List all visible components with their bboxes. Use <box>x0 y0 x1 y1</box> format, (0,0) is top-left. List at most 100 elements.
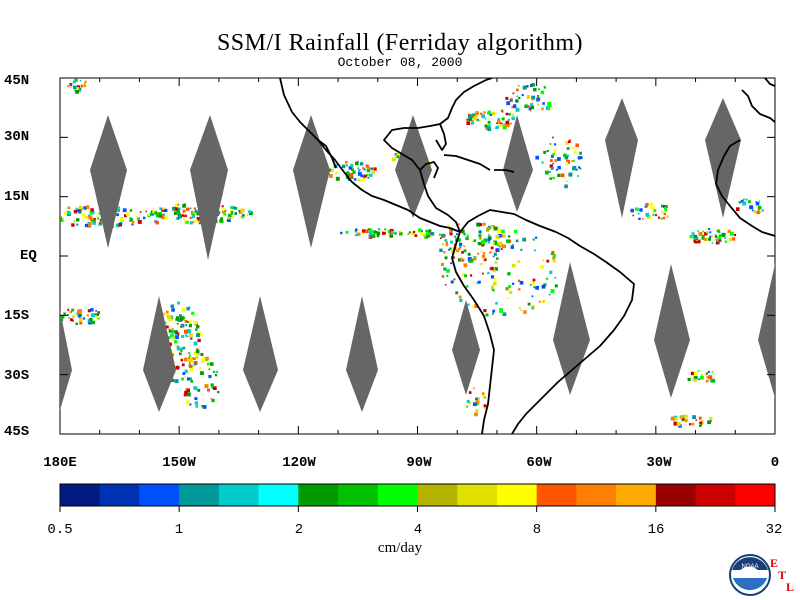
rain-pixel <box>175 365 180 370</box>
rain-pixel <box>407 233 410 236</box>
rain-pixel <box>649 202 654 207</box>
colorbar-swatch <box>99 484 140 506</box>
rain-pixel <box>545 277 549 280</box>
rain-pixel <box>186 400 191 405</box>
rain-pixel <box>67 314 69 316</box>
rain-pixel <box>189 368 194 372</box>
rain-pixel <box>472 281 475 283</box>
rain-pixel <box>529 109 532 112</box>
rain-pixel <box>718 236 722 240</box>
rain-pixel <box>170 304 175 308</box>
rain-pixel <box>368 235 371 238</box>
rain-pixel <box>711 235 713 238</box>
rain-pixel <box>136 217 140 221</box>
rain-pixel <box>221 210 225 214</box>
rain-pixel <box>44 215 47 218</box>
rain-pixel <box>475 409 479 413</box>
colorbar-swatch <box>457 484 498 506</box>
rain-pixel <box>211 386 214 389</box>
rain-pixel <box>367 228 370 231</box>
rain-pixel <box>440 262 445 267</box>
rain-pixel <box>157 212 160 214</box>
rain-pixel <box>483 252 486 255</box>
rain-pixel <box>79 209 82 212</box>
rain-pixel <box>545 106 550 111</box>
rain-pixel <box>506 101 511 106</box>
rain-pixel <box>63 212 67 215</box>
lat-label-15n: 15N <box>4 189 30 205</box>
rain-pixel <box>248 210 252 214</box>
etl-letter-t: T <box>778 568 787 582</box>
rain-pixel <box>630 208 634 213</box>
rain-pixel <box>154 211 158 215</box>
rain-pixel <box>185 387 188 390</box>
rain-pixel <box>89 317 93 322</box>
rain-pixel <box>689 423 692 426</box>
rain-pixel <box>487 271 490 275</box>
rain-pixel <box>53 217 56 220</box>
rain-pixel <box>537 103 540 106</box>
rain-pixel <box>644 205 647 208</box>
rain-pixel <box>480 250 483 253</box>
rain-pixel <box>566 147 570 150</box>
rain-pixel <box>577 156 581 160</box>
rain-pixel <box>355 228 358 231</box>
rain-pixel <box>652 214 655 217</box>
rain-pixel <box>170 315 173 318</box>
rain-pixel <box>234 212 238 215</box>
rain-pixel <box>193 352 197 356</box>
coast-north-america <box>279 78 461 233</box>
rain-pixel <box>488 234 490 236</box>
rain-pixel <box>371 234 376 239</box>
rain-pixel <box>549 164 553 168</box>
rain-pixel <box>460 257 463 261</box>
rain-pixel <box>505 124 508 127</box>
rain-pixel <box>219 219 224 223</box>
rain-pixel <box>552 256 556 260</box>
rain-pixel <box>378 228 380 231</box>
rain-pixel <box>186 377 190 381</box>
rain-pixel <box>32 216 34 218</box>
coast-south-america-west <box>451 231 495 434</box>
rain-pixel <box>200 371 204 375</box>
rain-pixel <box>162 207 166 210</box>
rain-pixel <box>359 178 363 182</box>
rain-pixel <box>376 231 381 236</box>
rain-pixel <box>420 232 424 235</box>
rain-pixel <box>345 230 349 234</box>
rain-pixel <box>494 242 498 246</box>
rain-pixel <box>512 282 515 285</box>
rain-pixel <box>661 210 664 214</box>
rain-pixel <box>79 321 83 325</box>
rain-pixel <box>174 340 178 344</box>
rain-pixel <box>366 168 371 173</box>
rain-pixel <box>89 210 92 213</box>
rain-pixel <box>708 375 713 380</box>
rain-pixel <box>175 318 178 321</box>
rain-pixel <box>181 214 185 217</box>
rain-pixel <box>137 220 142 224</box>
rain-pixel <box>192 211 195 214</box>
rain-pixel <box>556 169 558 171</box>
rain-pixel <box>193 362 197 366</box>
rain-pixel <box>691 232 695 236</box>
satellite-gap-swaths <box>60 98 775 412</box>
rain-pixel <box>704 238 708 241</box>
rain-pixel <box>99 218 103 222</box>
rain-pixel <box>484 396 486 399</box>
coastlines <box>279 78 775 434</box>
rain-pixel <box>227 216 230 220</box>
rain-pixel <box>515 107 520 112</box>
rain-pixel <box>466 118 469 121</box>
rain-pixel <box>78 89 81 92</box>
lat-label-30n: 30N <box>4 129 30 145</box>
rain-pixel <box>348 166 353 170</box>
rain-pixel <box>694 236 699 241</box>
rain-pixel <box>147 213 150 216</box>
rain-pixel <box>518 288 521 291</box>
rain-pixel <box>716 229 720 233</box>
rain-pixel <box>516 88 519 92</box>
rain-pixel <box>249 211 253 216</box>
rain-pixel <box>222 208 225 212</box>
rain-pixel <box>131 223 134 226</box>
